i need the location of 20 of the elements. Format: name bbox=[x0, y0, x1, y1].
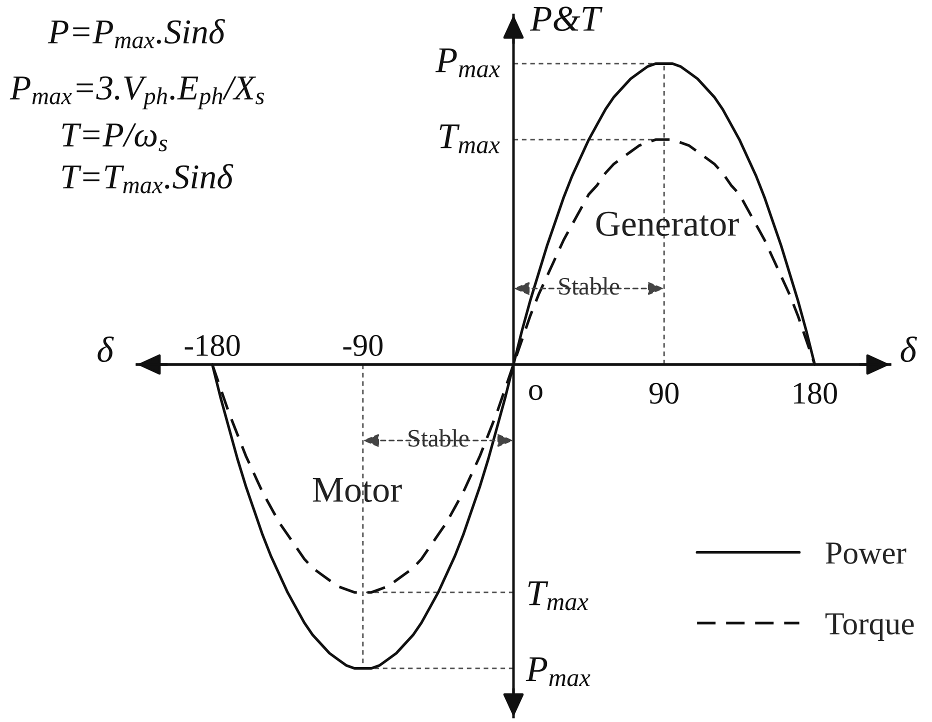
x2-tick-label: -90 bbox=[343, 334, 383, 356]
text: P=P$_{max}$.Sinδ bbox=[48, 19, 226, 48]
x2-tick-label: -180 bbox=[184, 334, 240, 356]
annotation: T=T$_{max}$.Sinδ bbox=[62, 164, 234, 194]
ref-line-label: P$_{max}$ bbox=[435, 48, 500, 78]
x-tick-label: 90 bbox=[649, 382, 679, 404]
annotation: o bbox=[529, 385, 542, 400]
x-axis-title: δ bbox=[900, 336, 917, 362]
annotation: T=P/ω$_{s}$ bbox=[62, 123, 168, 152]
ref-line-label: T$_{max}$ bbox=[440, 124, 500, 154]
text: δ bbox=[98, 336, 114, 362]
annotation: P$_{max}$=3.V$_{ph}$.E$_{ph}$/X$_{s}$ bbox=[10, 76, 264, 110]
y-axis-title: P&T bbox=[530, 6, 603, 31]
legend-label: Torque bbox=[825, 613, 914, 642]
annotation: Generator bbox=[596, 212, 739, 236]
legend-label: Power bbox=[826, 542, 906, 564]
ref-line-label: T$_{max}$ bbox=[528, 581, 588, 610]
ref-line-label: P$_{max}$ bbox=[526, 657, 590, 686]
x-tick-label: 180 bbox=[794, 382, 837, 404]
annotation: Motor bbox=[312, 478, 402, 502]
